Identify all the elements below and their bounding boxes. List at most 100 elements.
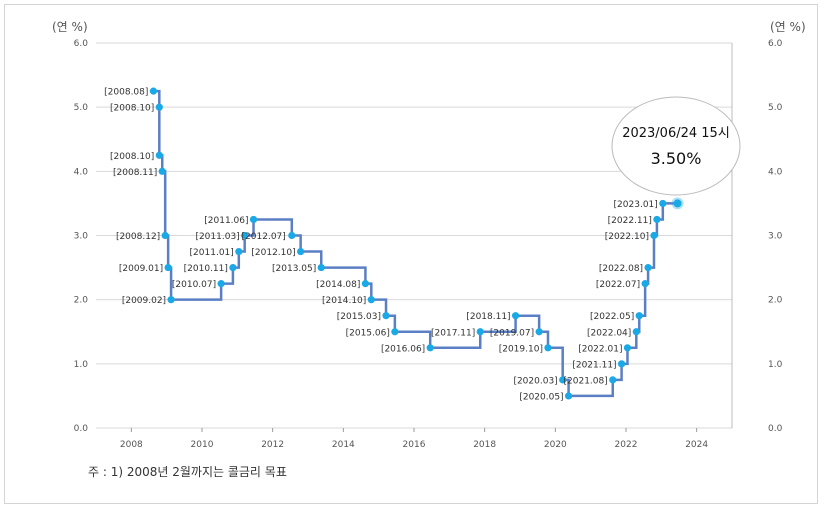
- data-point: [149, 87, 158, 95]
- data-label: [2021.11]: [572, 360, 616, 370]
- chart-frame: [4, 4, 818, 504]
- x-tick: 2016: [403, 440, 426, 450]
- data-label: [2009.01]: [119, 264, 163, 274]
- y-tick-right: 1.0: [768, 360, 783, 370]
- data-point: [559, 376, 567, 384]
- y-tick-left: 0.0: [74, 424, 89, 434]
- data-label: [2016.06]: [381, 344, 425, 354]
- data-label: [2010.11]: [184, 264, 228, 274]
- data-point: [217, 280, 225, 288]
- y-tick-right: 4.0: [768, 167, 783, 177]
- data-label: [2010.07]: [172, 280, 216, 290]
- data-label: [2020.05]: [519, 392, 563, 402]
- x-tick: 2020: [544, 440, 567, 450]
- data-point: [535, 328, 543, 336]
- data-label: [2011.06]: [204, 216, 248, 226]
- data-label: [2009.02]: [122, 296, 166, 306]
- tooltip-bubble: [611, 96, 741, 196]
- data-point: [167, 296, 175, 304]
- data-label: [2022.10]: [605, 232, 649, 242]
- y-tick-left: 2.0: [74, 296, 89, 306]
- data-point: [511, 312, 520, 320]
- tooltip-value: 3.50%: [651, 149, 702, 168]
- data-label: [2008.08]: [104, 88, 148, 98]
- data-point: [164, 263, 172, 272]
- data-label: [2013.05]: [272, 264, 316, 274]
- data-point: [288, 231, 296, 240]
- y-tick-right: 0.0: [768, 424, 783, 434]
- data-point: [650, 231, 658, 240]
- data-point: [623, 344, 632, 352]
- data-point: [659, 199, 667, 208]
- y-tick-left: 3.0: [74, 232, 89, 242]
- y-tick-left: 5.0: [74, 103, 89, 113]
- data-label: [2008.10]: [110, 104, 154, 114]
- data-point: [391, 328, 399, 336]
- data-label: [2021.08]: [564, 376, 608, 386]
- data-label: [2019.07]: [490, 328, 534, 338]
- x-tick: 2018: [473, 440, 496, 450]
- data-point: [382, 312, 390, 320]
- data-label: [2012.10]: [251, 248, 295, 258]
- y-tick-right: 2.0: [768, 296, 783, 306]
- data-point: [544, 344, 552, 352]
- x-tick: 2012: [261, 440, 284, 450]
- data-point: [297, 247, 305, 256]
- data-point: [367, 296, 375, 304]
- end-point: [673, 199, 682, 208]
- y-tick-right: 5.0: [768, 103, 783, 113]
- data-label: [2022.01]: [578, 344, 622, 354]
- data-label: [2022.11]: [608, 216, 652, 226]
- data-point: [155, 103, 163, 111]
- data-point: [635, 312, 643, 320]
- data-label: [2022.04]: [587, 328, 631, 338]
- y-axis-label-right: (연 %): [770, 20, 806, 34]
- data-label: [2015.06]: [346, 328, 390, 338]
- data-point: [564, 392, 573, 400]
- data-point: [644, 263, 652, 272]
- data-point: [641, 280, 649, 288]
- data-label: [2020.03]: [513, 376, 557, 386]
- data-label: [2012.07]: [242, 232, 286, 242]
- data-label: [2022.07]: [596, 280, 640, 290]
- data-point: [249, 215, 258, 224]
- x-tick: 2008: [120, 440, 143, 450]
- data-point: [476, 328, 484, 336]
- data-label: [2022.05]: [590, 312, 634, 322]
- data-label: [2015.03]: [337, 312, 381, 322]
- x-tick: 2024: [685, 440, 708, 450]
- x-tick: 2014: [332, 440, 355, 450]
- y-tick-right: 3.0: [768, 232, 783, 242]
- data-point: [653, 215, 661, 224]
- data-point: [361, 280, 370, 288]
- data-point: [158, 167, 166, 175]
- data-point: [617, 360, 626, 368]
- data-point: [426, 344, 434, 352]
- data-label: [2018.11]: [466, 312, 510, 322]
- data-label: [2011.03]: [195, 232, 239, 242]
- chart-footnote: 주 : 1) 2008년 2월까지는 콜금리 목표: [88, 465, 287, 479]
- data-label: [2014.08]: [316, 280, 360, 290]
- data-label: [2011.01]: [190, 248, 234, 258]
- data-label: [2014.10]: [322, 296, 366, 306]
- data-point: [317, 263, 325, 272]
- data-label: [2019.10]: [499, 344, 543, 354]
- tooltip-date: 2023/06/24 15시: [622, 126, 730, 141]
- data-point: [161, 231, 169, 240]
- y-tick-left: 4.0: [74, 167, 89, 177]
- data-point: [609, 376, 617, 384]
- data-label: [2008.12]: [116, 232, 160, 242]
- y-tick-right: 6.0: [768, 39, 783, 49]
- x-tick: 2022: [615, 440, 638, 450]
- data-label: [2017.11]: [431, 328, 475, 338]
- data-label: [2008.10]: [110, 152, 154, 162]
- y-tick-left: 6.0: [74, 39, 89, 49]
- data-label: [2023.01]: [614, 200, 658, 210]
- x-tick: 2010: [191, 440, 214, 450]
- data-point: [632, 328, 640, 336]
- data-label: [2022.08]: [599, 264, 643, 274]
- data-label: [2008.11]: [113, 168, 157, 178]
- data-point: [235, 247, 243, 256]
- y-tick-left: 1.0: [74, 360, 89, 370]
